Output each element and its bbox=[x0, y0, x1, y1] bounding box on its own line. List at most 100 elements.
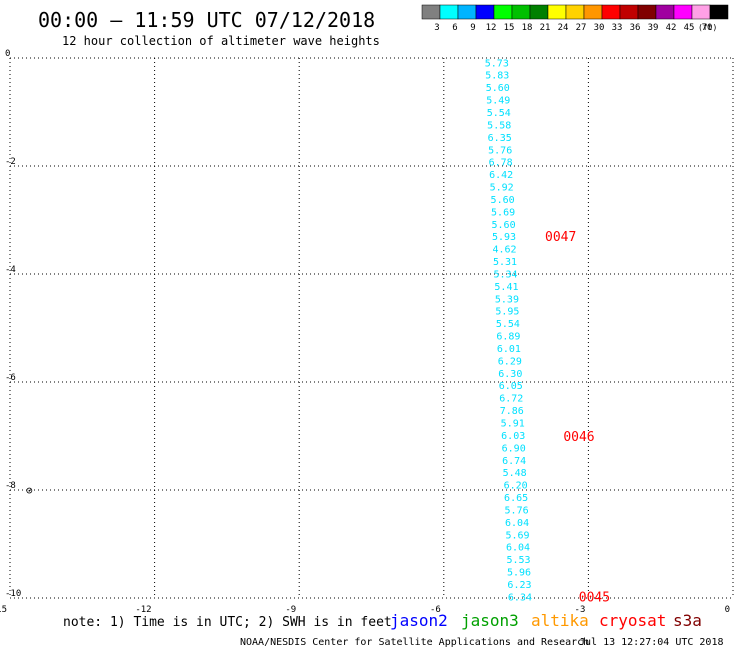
legend-swatch bbox=[673, 4, 693, 20]
data-point-label: 5.53 bbox=[506, 555, 530, 566]
x-tick-label: 0 bbox=[725, 605, 730, 615]
data-point-label: 6.65 bbox=[504, 493, 528, 504]
y-tick-label: -6 bbox=[5, 373, 16, 383]
data-point-label: 6.74 bbox=[502, 456, 526, 467]
data-point-label: 6.01 bbox=[497, 344, 521, 355]
data-point-label: 5.39 bbox=[495, 294, 519, 305]
timestamp-text: Jul 13 12:27:04 UTC 2018 bbox=[579, 637, 724, 648]
satellite-label: jason3 bbox=[461, 611, 519, 630]
credit-text: NOAA/NESDIS Center for Satellite Applica… bbox=[240, 637, 589, 648]
data-point-label: 6.03 bbox=[501, 431, 525, 442]
plot-area: 0-2-4-6-8-10-15-12-9-6-305.735.835.605.4… bbox=[0, 49, 734, 615]
x-tick-label: -12 bbox=[135, 605, 151, 615]
y-tick-label: -8 bbox=[5, 481, 16, 491]
page-subtitle: 12 hour collection of altimeter wave hei… bbox=[62, 34, 380, 48]
y-tick-label: -4 bbox=[5, 265, 16, 275]
satellite-label: cryosat bbox=[599, 611, 666, 630]
data-point-label: 6.34 bbox=[508, 592, 532, 603]
legend-swatch bbox=[421, 4, 441, 20]
legend-swatch bbox=[439, 4, 459, 20]
data-point-label: 5.49 bbox=[486, 96, 510, 107]
page-title: 00:00 — 11:59 UTC 07/12/2018 bbox=[38, 8, 375, 32]
data-point-label: 5.95 bbox=[495, 307, 519, 318]
data-point-label: 5.41 bbox=[494, 282, 518, 293]
data-point-label: 5.83 bbox=[485, 71, 509, 82]
legend-label: 70 bbox=[702, 23, 713, 33]
time-label: 0045 bbox=[579, 590, 610, 605]
legend-swatch bbox=[457, 4, 477, 20]
data-point-label: 6.42 bbox=[489, 170, 513, 181]
data-point-label: 5.76 bbox=[488, 145, 512, 156]
data-point-label: 5.93 bbox=[492, 232, 516, 243]
legend-label: 24 bbox=[558, 23, 569, 33]
data-point-label: 5.48 bbox=[503, 468, 527, 479]
data-point-label: 6.89 bbox=[496, 332, 520, 343]
data-point-label: 5.76 bbox=[505, 505, 529, 516]
legend-label: 45 bbox=[684, 23, 695, 33]
legend-swatch bbox=[547, 4, 567, 20]
legend-swatch bbox=[709, 4, 729, 20]
data-point-label: 6.72 bbox=[499, 394, 523, 405]
time-label: 0047 bbox=[545, 230, 576, 245]
legend-label: 12 bbox=[486, 23, 497, 33]
legend-label: 36 bbox=[630, 23, 641, 33]
data-point-label: 5.34 bbox=[493, 269, 517, 280]
color-legend: 3 6 9 12 15 18 21 24 27 30 33 36 39 42 45 70(ft) bbox=[421, 4, 729, 33]
legend-label: 33 bbox=[612, 23, 623, 33]
data-point-label: 5.92 bbox=[490, 183, 514, 194]
legend-swatch bbox=[511, 4, 531, 20]
data-point-label: 6.23 bbox=[507, 580, 531, 591]
data-point-label: 6.35 bbox=[488, 133, 512, 144]
satellite-label: jason2 bbox=[390, 611, 448, 630]
x-tick-label: -3 bbox=[575, 605, 586, 615]
data-point-label: 5.69 bbox=[505, 530, 529, 541]
legend-swatch bbox=[565, 4, 585, 20]
legend-label: 18 bbox=[522, 23, 533, 33]
data-point-label: 5.31 bbox=[493, 257, 517, 268]
x-tick-label: -6 bbox=[430, 605, 441, 615]
legend-swatch bbox=[691, 4, 711, 20]
legend-label: 6 bbox=[452, 23, 457, 33]
legend-label: 15 bbox=[504, 23, 515, 33]
location-marker: ⊙ bbox=[26, 484, 33, 497]
data-point-label: 6.78 bbox=[489, 158, 513, 169]
data-point-label: 6.04 bbox=[505, 518, 529, 529]
data-point-label: 5.96 bbox=[507, 568, 531, 579]
x-tick-label: -9 bbox=[285, 605, 296, 615]
data-point-label: 6.20 bbox=[504, 481, 528, 492]
legend-swatch bbox=[655, 4, 675, 20]
data-point-label: 5.73 bbox=[485, 58, 509, 69]
data-point-label: 5.54 bbox=[496, 319, 520, 330]
data-point-label: 5.58 bbox=[487, 120, 511, 131]
data-point-label: 5.60 bbox=[486, 83, 510, 94]
legend-swatch bbox=[475, 4, 495, 20]
legend-label: 27 bbox=[576, 23, 587, 33]
legend-label: 3 bbox=[434, 23, 439, 33]
legend-swatch bbox=[493, 4, 513, 20]
y-tick-label: 0 bbox=[5, 49, 10, 59]
data-point-label: 7.86 bbox=[500, 406, 524, 417]
legend-label: 21 bbox=[540, 23, 551, 33]
data-point-label: 6.90 bbox=[502, 443, 526, 454]
data-point-label: 5.91 bbox=[501, 419, 525, 430]
data-point-label: 6.04 bbox=[506, 543, 530, 554]
legend-units: (ft) bbox=[698, 23, 717, 32]
legend-swatch bbox=[583, 4, 603, 20]
satellite-label: s3a bbox=[673, 611, 702, 630]
data-point-label: 4.62 bbox=[492, 245, 516, 256]
legend-swatch bbox=[601, 4, 621, 20]
y-tick-label: -2 bbox=[5, 157, 16, 167]
satellite-legend: jason2 jason3 altika cryosat s3a bbox=[390, 611, 702, 630]
footer-note: note: 1) Time is in UTC; 2) SWH is in fe… bbox=[63, 615, 392, 630]
legend-swatch bbox=[637, 4, 657, 20]
data-point-label: 5.54 bbox=[487, 108, 511, 119]
data-point-label: 5.69 bbox=[491, 207, 515, 218]
legend-swatch bbox=[529, 4, 549, 20]
x-tick-label: -15 bbox=[0, 605, 7, 615]
legend-label: 9 bbox=[470, 23, 475, 33]
time-label: 0046 bbox=[563, 430, 594, 445]
legend-swatch bbox=[619, 4, 639, 20]
data-point-label: 6.30 bbox=[498, 369, 522, 380]
legend-label: 30 bbox=[594, 23, 605, 33]
